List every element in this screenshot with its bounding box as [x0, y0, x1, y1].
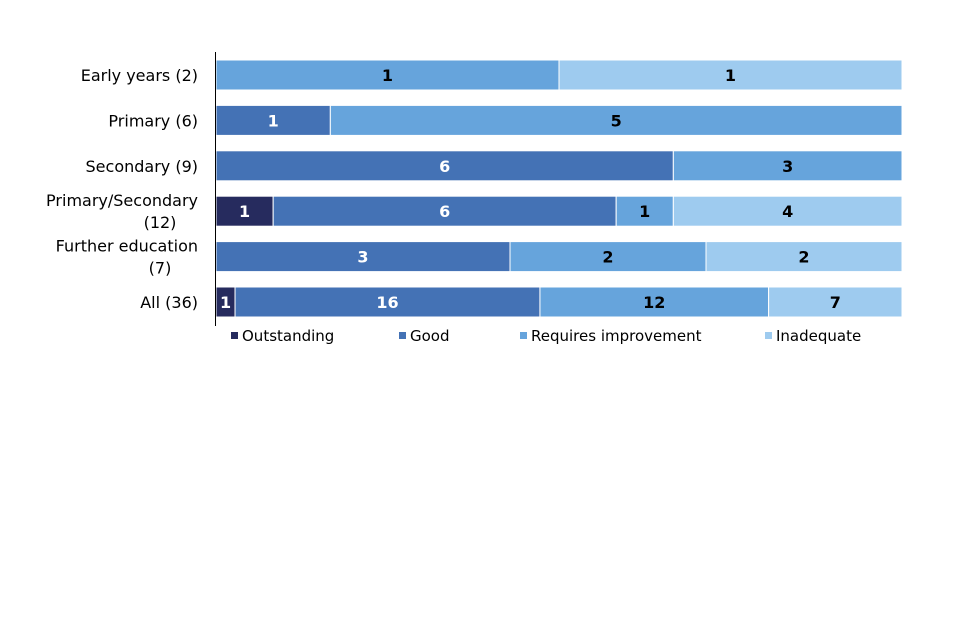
category-labels: Early years (2) Primary (6) Secondary (9) P… [46, 66, 198, 312]
value-label: 6 [439, 157, 450, 176]
legend-label-outstanding: Outstanding [242, 327, 334, 345]
bar-good-all-36 [234, 286, 541, 318]
category-label: Early years (2) [81, 66, 198, 85]
legend-swatch-outstanding [231, 332, 238, 339]
value-label: 1 [382, 66, 393, 85]
bar-requires-improvement-primary-6 [329, 104, 903, 136]
value-label: 1 [268, 111, 279, 130]
legend-label-good: Good [410, 327, 450, 345]
bar-requires-improvement-primary-secondary-12 [615, 195, 674, 227]
value-label: 1 [639, 202, 650, 221]
value-label: 4 [782, 202, 793, 221]
bar-inadequate-all-36 [768, 286, 903, 318]
bar-requires-improvement-further-education-7 [509, 241, 707, 273]
value-label: 2 [798, 248, 809, 267]
value-label: 1 [725, 66, 736, 85]
bar-good-primary-secondary-12 [272, 195, 617, 227]
legend-swatch-inadequate [765, 332, 772, 339]
value-label: 3 [357, 248, 368, 267]
bars-layer: 1 11 56 31 6 1 43 2 21 16 12 7 [215, 59, 903, 318]
legend-label-requires-improvement: Requires improvement [531, 327, 702, 345]
legend: Outstanding Good Requires improvement Inade… [231, 327, 861, 345]
value-label: 3 [782, 157, 793, 176]
value-label: 16 [376, 293, 398, 312]
bar-requires-improvement-secondary-9 [672, 150, 903, 182]
value-label: 1 [220, 293, 231, 312]
value-label: 5 [611, 111, 622, 130]
category-label: Further education (7) [56, 237, 198, 278]
bar-good-secondary-9 [215, 150, 674, 182]
bar-requires-improvement-early-years-2 [215, 59, 560, 91]
bar-outstanding-primary-secondary-12 [215, 195, 274, 227]
bar-inadequate-primary-secondary-12 [672, 195, 903, 227]
legend-swatch-requires-improvement [520, 332, 527, 339]
bar-requires-improvement-all-36 [539, 286, 770, 318]
category-label: Primary (6) [108, 111, 198, 130]
legend-swatch-good [399, 332, 406, 339]
value-label: 6 [439, 202, 450, 221]
bar-inadequate-early-years-2 [558, 59, 903, 91]
category-label: All (36) [140, 293, 198, 312]
category-label: Primary/Secondary (12) [46, 191, 198, 232]
bar-inadequate-further-education-7 [705, 241, 903, 273]
bar-good-primary-6 [215, 104, 331, 136]
value-label: 2 [602, 248, 613, 267]
value-label: 1 [239, 202, 250, 221]
value-label: 7 [830, 293, 841, 312]
legend-label-inadequate: Inadequate [776, 327, 861, 345]
category-label: Secondary (9) [86, 157, 198, 176]
value-label: 12 [643, 293, 665, 312]
